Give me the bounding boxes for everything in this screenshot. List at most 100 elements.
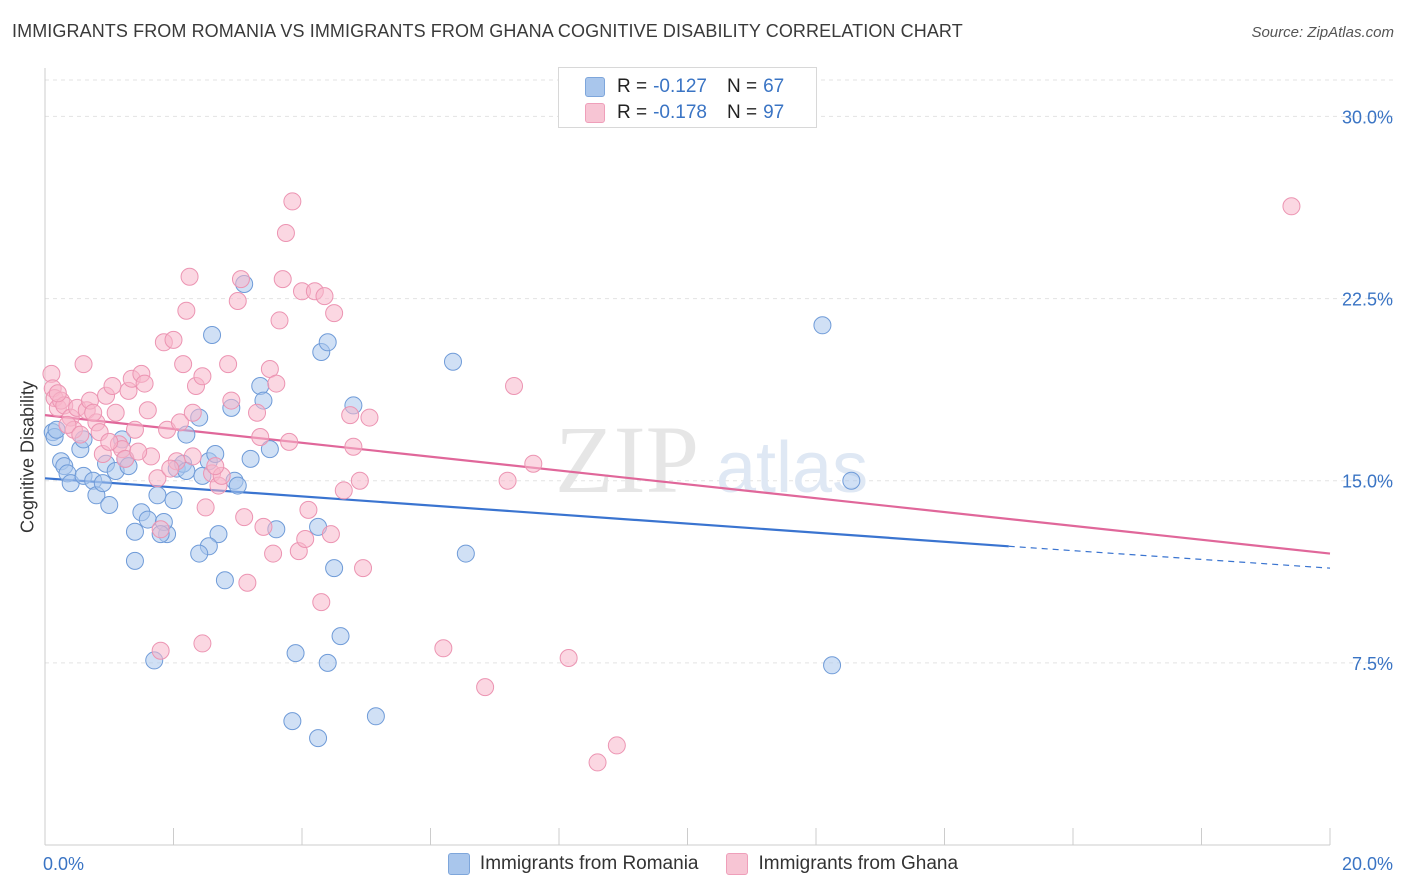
- romania-point: [813, 316, 832, 335]
- romania-point: [241, 449, 260, 468]
- r-label: R =: [617, 102, 648, 123]
- ghana-point: [264, 544, 283, 563]
- ghana-point: [219, 355, 238, 374]
- ghana-point: [235, 508, 254, 527]
- y-tick-label: 15.0%: [1342, 472, 1393, 492]
- data-points: [42, 192, 1301, 772]
- ghana-point: [312, 593, 331, 612]
- romania-point: [228, 476, 247, 495]
- stats-row-romania: R = -0.127 N = 67: [585, 74, 784, 100]
- ghana-point: [321, 525, 340, 544]
- romania-point: [209, 525, 228, 544]
- ghana-point: [476, 678, 495, 697]
- ghana-point: [148, 469, 167, 488]
- ghana-point: [1282, 197, 1301, 216]
- y-axis-title: Cognitive Disability: [17, 380, 38, 534]
- axes: [44, 68, 1331, 846]
- ghana-point: [434, 639, 453, 658]
- ghana-point: [524, 454, 543, 473]
- romania-point: [456, 544, 475, 563]
- r-label: R =: [617, 76, 648, 97]
- ghana-point: [103, 377, 122, 395]
- romania-point: [148, 486, 167, 505]
- ghana-point: [100, 432, 119, 451]
- romania-point: [190, 544, 209, 563]
- romania-point: [443, 352, 462, 371]
- ghana-point: [84, 403, 103, 422]
- romania-trend-extension: [1008, 545, 1331, 569]
- romania-point: [331, 627, 350, 646]
- ghana-point: [106, 403, 125, 422]
- romania-point: [318, 333, 337, 352]
- romania-point: [100, 496, 119, 514]
- romania-point: [286, 644, 305, 663]
- ghana-point: [170, 413, 189, 432]
- ghana-point: [360, 408, 379, 427]
- ghana-point: [276, 224, 295, 242]
- ghana-point: [350, 471, 369, 490]
- ghana-point: [559, 649, 578, 667]
- ghana-point: [498, 471, 517, 490]
- tick-labels: 7.5% 15.0% 22.5% 30.0% 0.0% 20.0%: [43, 107, 1393, 874]
- ghana-point: [254, 517, 273, 536]
- legend-item-ghana[interactable]: Immigrants from Ghana: [726, 853, 958, 875]
- romania-point: [93, 474, 112, 493]
- y-tick-label: 7.5%: [1352, 654, 1393, 674]
- ghana-point: [280, 432, 299, 451]
- ghana-point: [299, 500, 318, 519]
- y-tick-label: 22.5%: [1342, 290, 1393, 310]
- ghana-point: [71, 425, 90, 444]
- ghana-swatch: [585, 103, 605, 123]
- ghana-legend-swatch: [726, 853, 749, 875]
- romania-legend-swatch: [447, 853, 470, 875]
- ghana-point: [588, 753, 607, 772]
- n-value: 97: [763, 102, 785, 123]
- source-label: Source: ZipAtlas.com: [1251, 24, 1394, 41]
- ghana-point: [270, 311, 289, 330]
- romania-point: [842, 471, 861, 490]
- ghana-point: [48, 384, 67, 403]
- romania-point: [325, 559, 344, 578]
- ghana-point: [273, 270, 292, 289]
- ghana-point: [505, 377, 524, 395]
- ghana-point: [315, 287, 334, 306]
- legend-label-ghana: Immigrants from Ghana: [758, 853, 959, 874]
- ghana-point: [135, 374, 154, 393]
- ghana-point: [228, 292, 247, 310]
- romania-point: [366, 707, 385, 726]
- romania-point: [260, 440, 279, 459]
- ghana-point: [344, 437, 363, 456]
- romania-trend-line: [44, 477, 1009, 548]
- ghana-point: [354, 559, 373, 578]
- ghana-point: [180, 267, 199, 286]
- romania-swatch: [585, 77, 605, 97]
- ghana-point: [222, 391, 241, 410]
- legend-item-romania[interactable]: Immigrants from Romania: [447, 853, 699, 875]
- ghana-point: [193, 367, 212, 386]
- ghana-point: [196, 498, 215, 517]
- ghana-point: [334, 481, 353, 500]
- stats-row-ghana: R = -0.178 N = 97: [585, 100, 784, 126]
- ghana-point: [183, 447, 202, 466]
- watermark-zip: ZIP: [555, 406, 699, 513]
- ghana-point: [58, 415, 77, 434]
- legend-label-romania: Immigrants from Romania: [479, 853, 699, 874]
- romania-point: [823, 656, 842, 675]
- ghana-point: [161, 459, 180, 478]
- n-value: 67: [763, 76, 785, 97]
- ghana-point: [296, 530, 315, 548]
- romania-point: [309, 729, 328, 748]
- chart-title: IMMIGRANTS FROM ROMANIA VS IMMIGRANTS FR…: [12, 21, 963, 41]
- ghana-point: [267, 374, 286, 393]
- ghana-point: [193, 634, 212, 653]
- ghana-point: [238, 573, 257, 592]
- stats-legend: R = -0.127 N = 67 R = -0.178 N = 97: [558, 67, 817, 128]
- romania-point: [215, 571, 234, 590]
- ghana-point: [129, 442, 148, 461]
- ghana-point: [151, 520, 170, 539]
- ghana-point: [74, 355, 93, 374]
- x-tick-label: 20.0%: [1342, 854, 1393, 874]
- ghana-point: [251, 428, 270, 446]
- ghana-point: [283, 192, 302, 211]
